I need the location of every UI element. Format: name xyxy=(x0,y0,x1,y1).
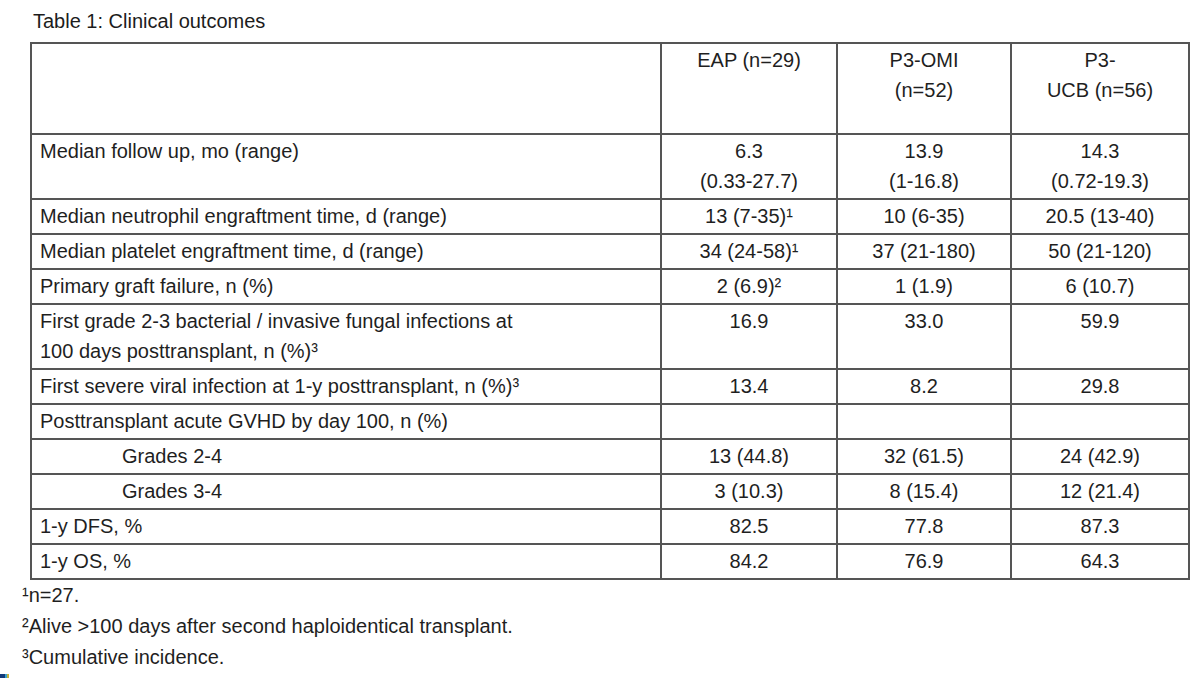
header-col-p3-omi: P3-OMI (n=52) xyxy=(837,43,1011,134)
cell-p3-omi: 32 (61.5) xyxy=(837,439,1011,474)
row-label: Median follow up, mo (range) xyxy=(31,134,661,199)
table-row: First grade 2-3 bacterial / invasive fun… xyxy=(31,304,1189,369)
cell-p3-ucb: 59.9 xyxy=(1011,304,1189,369)
cell-eap: 2 (6.9)² xyxy=(661,269,837,304)
header-empty-cell xyxy=(31,43,661,134)
row-label: Median neutrophil engraftment time, d (r… xyxy=(31,199,661,234)
table-row: Grades 2-4 13 (44.8) 32 (61.5) 24 (42.9) xyxy=(31,439,1189,474)
cell-eap: 84.2 xyxy=(661,544,837,579)
cell-p3-omi xyxy=(837,404,1011,439)
clinical-outcomes-table: EAP (n=29) P3-OMI (n=52) P3- UCB (n=56) … xyxy=(30,42,1190,580)
cell-p3-ucb: 24 (42.9) xyxy=(1011,439,1189,474)
cell-p3-omi: 77.8 xyxy=(837,509,1011,544)
table-row: Primary graft failure, n (%) 2 (6.9)² 1 … xyxy=(31,269,1189,304)
footnotes: ¹n=27.²Alive >100 days after second hapl… xyxy=(22,580,513,673)
footnote: ³Cumulative incidence. xyxy=(22,642,513,673)
cell-p3-ucb: 50 (21-120) xyxy=(1011,234,1189,269)
table-row: 1-y OS, % 84.2 76.9 64.3 xyxy=(31,544,1189,579)
cell-p3-omi: 8 (15.4) xyxy=(837,474,1011,509)
cell-p3-ucb: 12 (21.4) xyxy=(1011,474,1189,509)
row-label: First grade 2-3 bacterial / invasive fun… xyxy=(31,304,661,369)
header-col-eap: EAP (n=29) xyxy=(661,43,837,134)
header-row: EAP (n=29) P3-OMI (n=52) P3- UCB (n=56) xyxy=(31,43,1189,134)
table-row: Posttransplant acute GVHD by day 100, n … xyxy=(31,404,1189,439)
cell-p3-ucb: 14.3 (0.72-19.3) xyxy=(1011,134,1189,199)
cell-eap: 34 (24-58)¹ xyxy=(661,234,837,269)
cell-eap: 16.9 xyxy=(661,304,837,369)
cell-p3-omi: 13.9 (1-16.8) xyxy=(837,134,1011,199)
header-col-p3-ucb: P3- UCB (n=56) xyxy=(1011,43,1189,134)
cell-p3-omi: 76.9 xyxy=(837,544,1011,579)
table-row: Median follow up, mo (range) 6.3 (0.33-2… xyxy=(31,134,1189,199)
row-label: Posttransplant acute GVHD by day 100, n … xyxy=(31,404,661,439)
row-label: Median platelet engraftment time, d (ran… xyxy=(31,234,661,269)
cell-p3-ucb: 87.3 xyxy=(1011,509,1189,544)
cell-p3-ucb xyxy=(1011,404,1189,439)
table-row: Median platelet engraftment time, d (ran… xyxy=(31,234,1189,269)
cell-p3-ucb: 20.5 (13-40) xyxy=(1011,199,1189,234)
row-label: 1-y DFS, % xyxy=(31,509,661,544)
cell-p3-omi: 1 (1.9) xyxy=(837,269,1011,304)
scan-artifact xyxy=(0,674,9,678)
cell-p3-omi: 37 (21-180) xyxy=(837,234,1011,269)
cell-p3-omi: 33.0 xyxy=(837,304,1011,369)
cell-eap: 13 (44.8) xyxy=(661,439,837,474)
cell-eap: 82.5 xyxy=(661,509,837,544)
cell-eap: 3 (10.3) xyxy=(661,474,837,509)
row-label: Grades 2-4 xyxy=(31,439,661,474)
cell-eap: 13 (7-35)¹ xyxy=(661,199,837,234)
table-row: 1-y DFS, % 82.5 77.8 87.3 xyxy=(31,509,1189,544)
table-row: First severe viral infection at 1-y post… xyxy=(31,369,1189,404)
table-row: Grades 3-4 3 (10.3) 8 (15.4) 12 (21.4) xyxy=(31,474,1189,509)
cell-eap: 13.4 xyxy=(661,369,837,404)
document-page: Table 1: Clinical outcomes EAP (n=29) P3… xyxy=(0,0,1197,680)
table-row: Median neutrophil engraftment time, d (r… xyxy=(31,199,1189,234)
row-label: Grades 3-4 xyxy=(31,474,661,509)
cell-p3-ucb: 6 (10.7) xyxy=(1011,269,1189,304)
cell-p3-omi: 10 (6-35) xyxy=(837,199,1011,234)
row-label: 1-y OS, % xyxy=(31,544,661,579)
cell-p3-omi: 8.2 xyxy=(837,369,1011,404)
footnote: ²Alive >100 days after second haploident… xyxy=(22,611,513,642)
cell-eap xyxy=(661,404,837,439)
row-label: Primary graft failure, n (%) xyxy=(31,269,661,304)
row-label: First severe viral infection at 1-y post… xyxy=(31,369,661,404)
cell-eap: 6.3 (0.33-27.7) xyxy=(661,134,837,199)
cell-p3-ucb: 64.3 xyxy=(1011,544,1189,579)
cell-p3-ucb: 29.8 xyxy=(1011,369,1189,404)
footnote: ¹n=27. xyxy=(22,580,513,611)
table-caption: Table 1: Clinical outcomes xyxy=(33,8,265,34)
